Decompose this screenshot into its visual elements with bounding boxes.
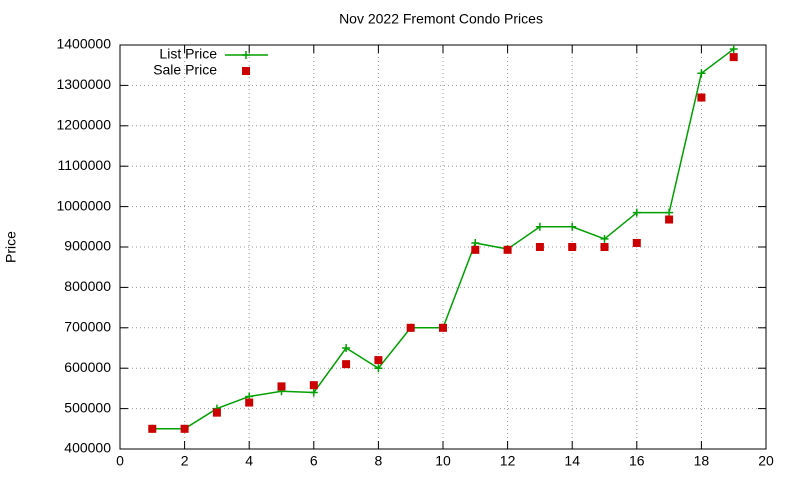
point (632, 208, 641, 217)
y-tick-label: 500000 (64, 399, 111, 415)
point (471, 238, 480, 247)
point (342, 360, 351, 369)
point (309, 381, 318, 390)
legend-marker (242, 67, 250, 75)
point (309, 388, 318, 397)
y-tick-label: 1400000 (56, 36, 111, 52)
point (148, 424, 157, 433)
plot-frame (119, 44, 767, 450)
point (632, 238, 641, 247)
y-axis-label: Price (3, 231, 19, 263)
x-tick-label: 12 (500, 453, 516, 469)
point (342, 344, 351, 352)
y-tick-label: 700000 (64, 319, 111, 335)
point (212, 408, 221, 417)
y-tick-label: 1300000 (56, 76, 111, 92)
point (600, 234, 609, 243)
point (245, 398, 254, 407)
y-tick-label: 400000 (64, 440, 111, 456)
point (503, 245, 512, 254)
y-tick-label: 600000 (64, 359, 111, 375)
point (729, 53, 738, 62)
point (665, 215, 674, 224)
point (374, 364, 383, 373)
point (697, 69, 706, 78)
point (535, 243, 544, 251)
point (729, 45, 738, 54)
point (374, 356, 383, 365)
chart-title: Nov 2022 Fremont Condo Prices (339, 11, 543, 27)
point (180, 424, 189, 433)
series-line (152, 48, 735, 430)
point (471, 245, 480, 254)
legend-label: Sale Price (153, 62, 217, 78)
x-tick-label: 8 (375, 453, 383, 469)
y-tick-label: 900000 (64, 238, 111, 254)
point (277, 382, 286, 391)
point (568, 243, 577, 251)
point (600, 243, 609, 251)
x-tick-label: 20 (758, 453, 774, 469)
point (568, 222, 577, 231)
x-tick-label: 10 (435, 453, 451, 469)
x-tick-label: 0 (116, 453, 124, 469)
point (406, 323, 415, 332)
y-tick-label: 1000000 (56, 197, 111, 213)
y-tick-label: 1100000 (58, 157, 112, 173)
point (535, 222, 544, 231)
x-tick-label: 14 (564, 453, 580, 469)
legend-marker (242, 51, 250, 59)
point (665, 208, 674, 217)
point (697, 93, 706, 102)
x-tick-label: 18 (694, 453, 710, 469)
x-tick-label: 4 (245, 453, 253, 469)
legend-label: List Price (159, 46, 217, 62)
x-tick-label: 2 (181, 453, 189, 469)
y-tick-label: 800000 (64, 278, 111, 294)
y-tick-label: 1200000 (56, 117, 111, 133)
x-tick-label: 16 (629, 453, 645, 469)
point (439, 323, 447, 332)
x-tick-label: 6 (310, 453, 318, 469)
